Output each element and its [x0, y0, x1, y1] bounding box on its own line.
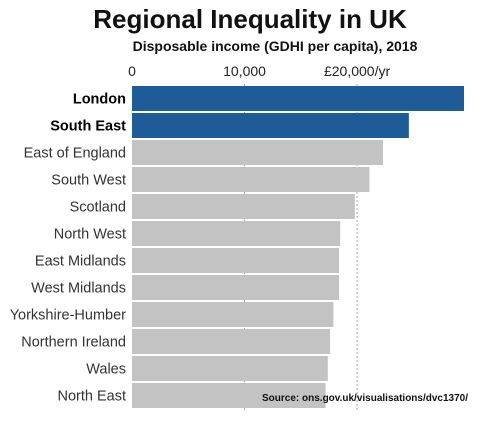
category-label: North West	[54, 227, 126, 243]
category-label: Northern Ireland	[21, 335, 126, 351]
category-label: South East	[50, 119, 126, 135]
bar-wales	[132, 356, 328, 381]
x-tick-label: 0	[128, 63, 136, 79]
category-label: East of England	[24, 146, 126, 162]
x-tick-label: 10,000	[223, 63, 266, 79]
x-axis-ticks: 0 10,000 £20,000/yr	[128, 63, 390, 79]
bar-london	[132, 86, 464, 111]
bar-northern-ireland	[132, 329, 331, 354]
chart-title: Regional Inequality in UK	[93, 4, 407, 34]
category-label: London	[73, 92, 126, 108]
source-note: Source: ons.gov.uk/visualisations/dvc137…	[262, 393, 469, 404]
category-label: Yorkshire-Humber	[10, 308, 126, 324]
category-label: South West	[51, 173, 126, 189]
category-label: West Midlands	[31, 281, 126, 297]
category-labels: London South East East of England South Wes…	[10, 92, 126, 405]
chart-subtitle: Disposable income (GDHI per capita), 201…	[132, 38, 418, 54]
bar-yorkshire-humber	[132, 302, 334, 327]
category-label: East Midlands	[35, 254, 126, 270]
bar-east-of-england	[132, 140, 383, 165]
bar-south-east	[132, 113, 409, 138]
category-label: North East	[58, 389, 127, 405]
bars	[132, 86, 464, 408]
bar-south-west	[132, 167, 370, 192]
bar-west-midlands	[132, 275, 340, 300]
x-tick-label: £20,000/yr	[324, 63, 390, 79]
category-label: Scotland	[70, 200, 126, 216]
bar-north-west	[132, 221, 341, 246]
bar-scotland	[132, 194, 355, 219]
category-label: Wales	[86, 362, 126, 378]
bar-east-midlands	[132, 248, 340, 273]
bar-north-east	[132, 383, 326, 408]
